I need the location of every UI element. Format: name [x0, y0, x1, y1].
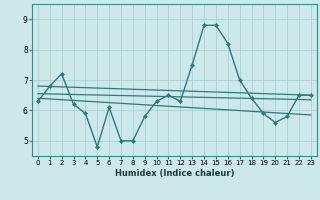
X-axis label: Humidex (Indice chaleur): Humidex (Indice chaleur) — [115, 169, 234, 178]
